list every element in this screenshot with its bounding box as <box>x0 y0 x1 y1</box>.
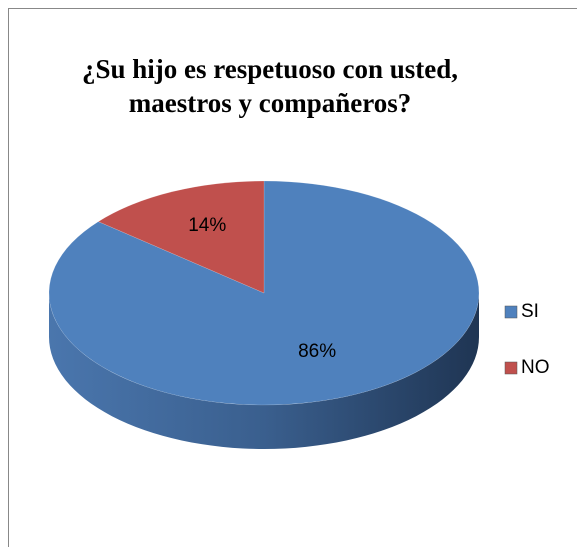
pie-slice <box>48 180 480 406</box>
legend-swatch <box>504 305 518 319</box>
chart-border <box>8 8 577 547</box>
pie-side <box>49 293 479 449</box>
legend-swatch <box>504 361 518 375</box>
chart-title: ¿Su hijo es respetuoso con usted, maestr… <box>81 54 459 118</box>
data-label: 14% <box>188 215 226 236</box>
pie-slice <box>97 180 265 294</box>
data-label: 86% <box>298 341 336 362</box>
legend-label: NO <box>521 357 550 378</box>
legend-label: SI <box>521 301 539 322</box>
